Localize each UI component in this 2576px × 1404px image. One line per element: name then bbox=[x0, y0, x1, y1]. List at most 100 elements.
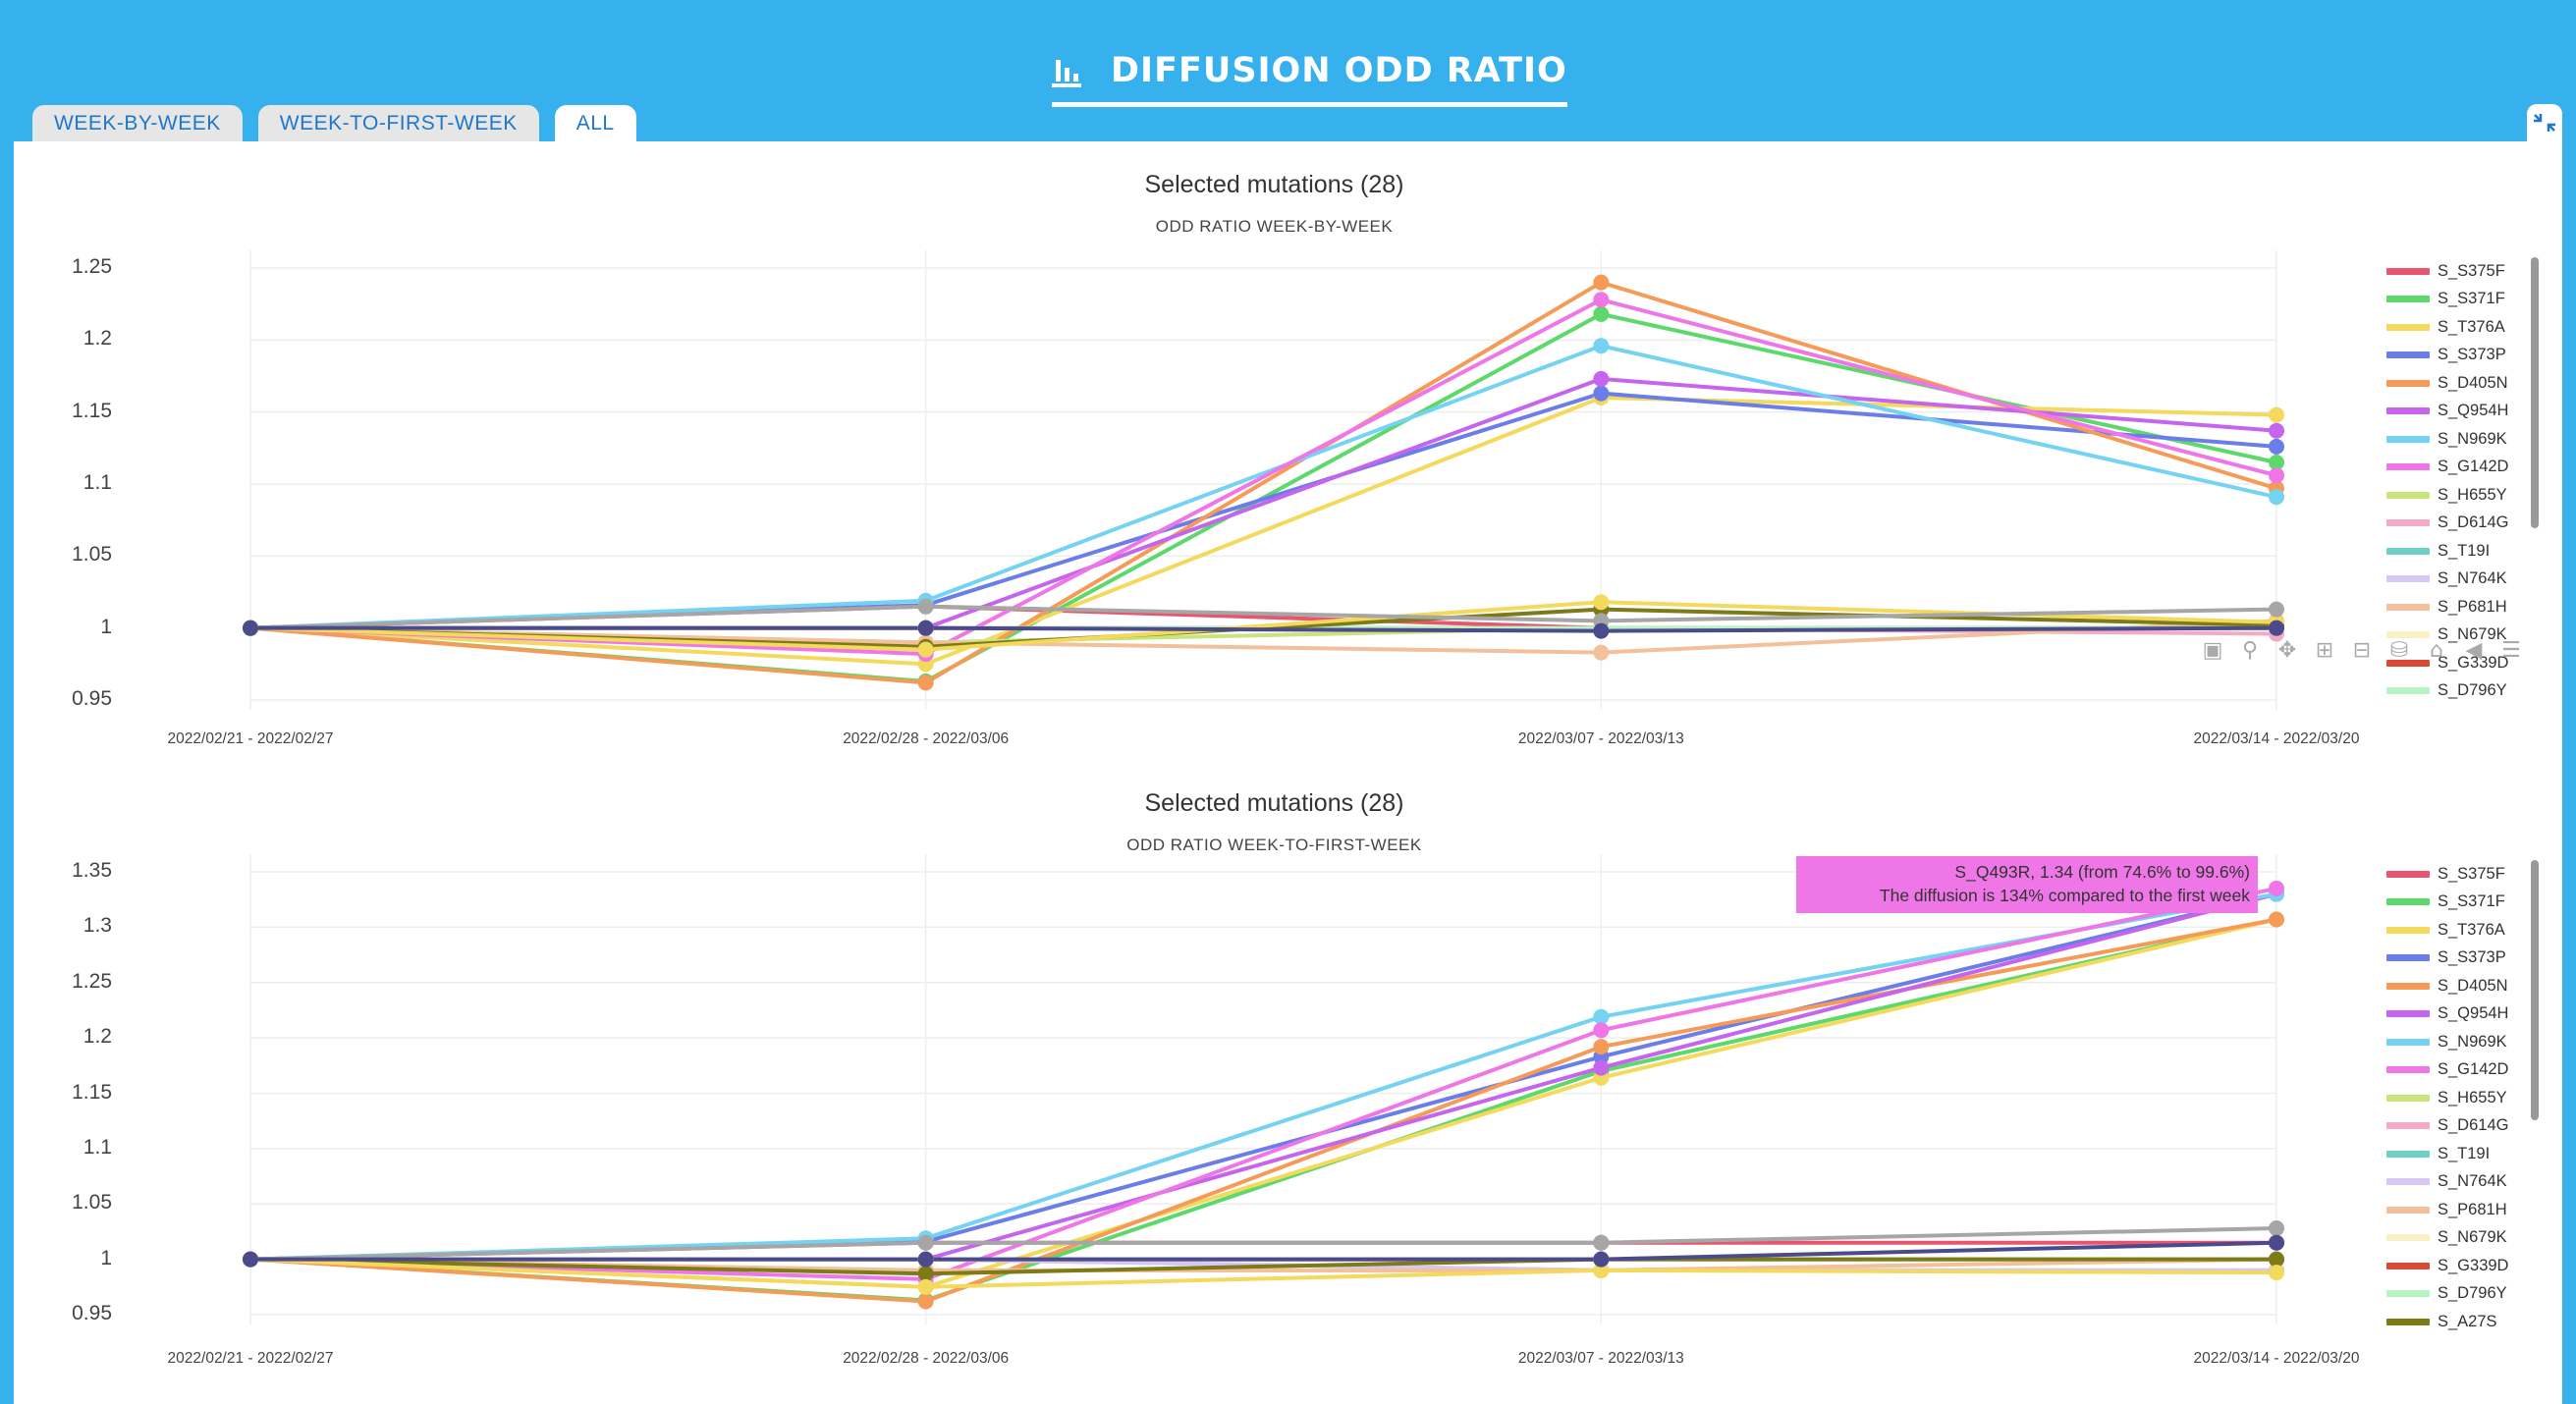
y-tick-label: 1.2 bbox=[82, 1025, 112, 1049]
collapse-button[interactable] bbox=[2527, 104, 2562, 141]
legend-item[interactable]: S_N969K bbox=[2386, 1028, 2534, 1056]
tab-week-by-week[interactable]: WEEK-BY-WEEK bbox=[32, 105, 243, 141]
data-point[interactable] bbox=[1593, 1022, 1610, 1039]
legend-item[interactable]: S_D614G bbox=[2386, 510, 2534, 538]
data-point[interactable] bbox=[917, 1293, 934, 1310]
data-point[interactable] bbox=[2269, 455, 2284, 470]
data-point[interactable] bbox=[917, 1251, 934, 1268]
legend-item[interactable]: S_D405N bbox=[2386, 369, 2534, 398]
data-point[interactable] bbox=[243, 620, 258, 636]
zoom-out-icon[interactable]: ⊟ bbox=[2352, 638, 2372, 663]
data-point[interactable] bbox=[2269, 406, 2284, 423]
zoom-in-icon[interactable]: ⊞ bbox=[2315, 638, 2334, 663]
data-point[interactable] bbox=[2269, 880, 2284, 896]
legend-item[interactable]: S_P681H bbox=[2386, 1196, 2534, 1224]
data-point[interactable] bbox=[1593, 1262, 1610, 1278]
page-title-text: DIFFUSION ODD RATIO bbox=[1111, 51, 1567, 90]
legend-item[interactable]: S_S371F bbox=[2386, 286, 2534, 314]
data-point[interactable] bbox=[1593, 1059, 1610, 1076]
data-point[interactable] bbox=[1593, 305, 1610, 322]
legend-item[interactable]: S_T19I bbox=[2386, 537, 2534, 566]
data-point[interactable] bbox=[1593, 644, 1610, 661]
legend-item[interactable]: S_S373P bbox=[2386, 945, 2534, 973]
data-point[interactable] bbox=[1593, 385, 1610, 402]
series-line-s_p681h bbox=[249, 619, 2277, 655]
legend-item[interactable]: S_H655Y bbox=[2386, 1084, 2534, 1112]
legend-item[interactable]: S_N679K bbox=[2386, 621, 2534, 650]
data-point[interactable] bbox=[2269, 1234, 2284, 1251]
legend-item[interactable]: S_S375F bbox=[2386, 257, 2534, 286]
legend-item[interactable]: S_T19I bbox=[2386, 1140, 2534, 1168]
data-point[interactable] bbox=[243, 1251, 258, 1268]
data-point[interactable] bbox=[917, 675, 934, 691]
legend-item[interactable]: S_N679K bbox=[2386, 1224, 2534, 1253]
legend-scrollbar[interactable] bbox=[2531, 257, 2539, 528]
legend-item[interactable]: S_D796Y bbox=[2386, 677, 2534, 706]
data-point[interactable] bbox=[1593, 1234, 1610, 1251]
data-point[interactable] bbox=[2269, 601, 2284, 618]
legend-item[interactable]: S_A27S bbox=[2386, 1308, 2534, 1336]
legend-item[interactable]: S_H655Y bbox=[2386, 481, 2534, 510]
data-point[interactable] bbox=[2269, 489, 2284, 506]
data-point[interactable] bbox=[2269, 1265, 2284, 1281]
data-point[interactable] bbox=[2269, 911, 2284, 928]
x-tick-label: 2022/02/21 - 2022/02/27 bbox=[167, 730, 334, 747]
legend-item[interactable]: S_S375F bbox=[2386, 860, 2534, 889]
data-point[interactable] bbox=[1593, 1251, 1610, 1268]
data-point[interactable] bbox=[1593, 338, 1610, 354]
camera-icon[interactable]: ▣ bbox=[2202, 638, 2223, 663]
tab-bar: WEEK-BY-WEEK WEEK-TO-FIRST-WEEK ALL bbox=[32, 105, 636, 141]
legend-item[interactable]: S_D614G bbox=[2386, 1112, 2534, 1141]
legend-item[interactable]: S_Q954H bbox=[2386, 398, 2534, 426]
legend-scrollbar[interactable] bbox=[2531, 860, 2539, 1120]
data-point[interactable] bbox=[917, 641, 934, 658]
legend-item[interactable]: S_G339D bbox=[2386, 1252, 2534, 1280]
legend-swatch bbox=[2386, 296, 2430, 303]
hover-closest-icon[interactable]: ◀ bbox=[2465, 638, 2483, 663]
data-point[interactable] bbox=[1593, 622, 1610, 639]
legend-item[interactable]: S_N764K bbox=[2386, 1168, 2534, 1197]
legend-item[interactable]: S_G142D bbox=[2386, 1056, 2534, 1085]
data-point[interactable] bbox=[1593, 274, 1610, 291]
legend-swatch bbox=[2386, 603, 2430, 611]
data-point[interactable] bbox=[2269, 1251, 2284, 1268]
legend-item[interactable]: S_D796Y bbox=[2386, 1280, 2534, 1309]
legend-item[interactable]: S_T376A bbox=[2386, 313, 2534, 342]
data-point[interactable] bbox=[2269, 1220, 2284, 1237]
data-point[interactable] bbox=[917, 620, 934, 636]
hover-compare-icon[interactable]: ☰ bbox=[2501, 638, 2521, 663]
legend-item[interactable]: S_D405N bbox=[2386, 972, 2534, 1000]
data-point[interactable] bbox=[917, 1278, 934, 1295]
legend-item[interactable]: S_G339D bbox=[2386, 649, 2534, 677]
data-point[interactable] bbox=[1593, 292, 1610, 308]
legend-swatch bbox=[2386, 379, 2430, 387]
data-point[interactable] bbox=[2269, 620, 2284, 636]
autoscale-icon[interactable]: ⛁ bbox=[2389, 638, 2409, 663]
data-point[interactable] bbox=[1593, 1039, 1610, 1055]
reset-axes-icon[interactable]: ⌂ bbox=[2430, 638, 2443, 663]
data-point[interactable] bbox=[2269, 467, 2284, 484]
legend-item[interactable]: S_S371F bbox=[2386, 889, 2534, 917]
legend-item[interactable]: S_N764K bbox=[2386, 566, 2534, 594]
tab-all[interactable]: ALL bbox=[554, 105, 636, 141]
legend-item[interactable]: S_N969K bbox=[2386, 425, 2534, 454]
legend-swatch bbox=[2386, 435, 2430, 443]
data-point[interactable] bbox=[2269, 438, 2284, 455]
data-point[interactable] bbox=[917, 1234, 934, 1251]
data-point[interactable] bbox=[1593, 1008, 1610, 1025]
pan-icon[interactable]: ✥ bbox=[2277, 638, 2297, 663]
zoom-icon[interactable]: ⚲ bbox=[2241, 638, 2259, 663]
legend-item[interactable]: S_T376A bbox=[2386, 916, 2534, 945]
legend-item[interactable]: S_Q954H bbox=[2386, 1000, 2534, 1029]
legend-item[interactable]: S_S373P bbox=[2386, 342, 2534, 370]
data-point[interactable] bbox=[2269, 422, 2284, 439]
data-point[interactable] bbox=[917, 598, 934, 615]
data-point[interactable] bbox=[1593, 370, 1610, 387]
data-point[interactable] bbox=[1593, 594, 1610, 611]
tab-week-to-first-week[interactable]: WEEK-TO-FIRST-WEEK bbox=[257, 105, 539, 141]
legend-item[interactable]: S_G142D bbox=[2386, 454, 2534, 482]
data-point[interactable] bbox=[917, 1266, 934, 1282]
legend-item[interactable]: S_P681H bbox=[2386, 593, 2534, 621]
